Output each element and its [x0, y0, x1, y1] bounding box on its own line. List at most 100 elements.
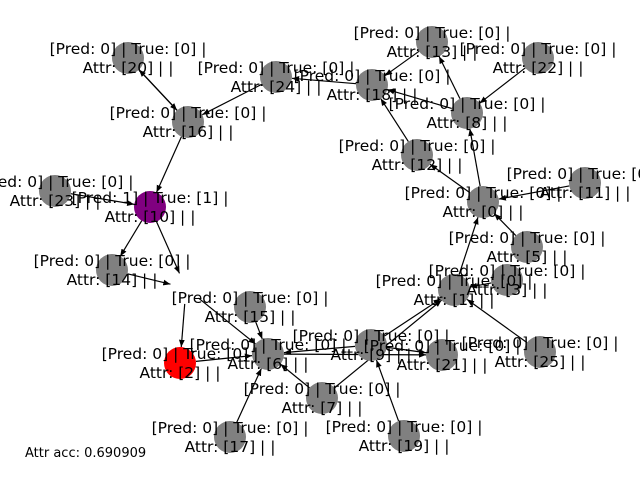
node-label-5: [Pred: 0] | True: [0] | Attr: [5] | |	[449, 229, 606, 266]
node-label-1: [Pred: 0] | True: [0] | Attr: [1] | |	[376, 272, 533, 309]
edge-17-to-6	[236, 368, 262, 423]
node-label-line1: [Pred: 0] | True: [0] |	[293, 327, 450, 345]
node-label-line1: [Pred: 0] | True: [0] |	[339, 137, 496, 155]
node-label-line2: Attr: [10] | |	[105, 208, 196, 226]
edge-6-to-21	[283, 351, 427, 358]
node-label-16: [Pred: 0] | True: [0] | Attr: [16] | |	[110, 104, 267, 141]
attr-accuracy-footer: Attr acc: 0.690909	[25, 446, 146, 461]
node-2	[164, 347, 196, 379]
node-11	[569, 167, 601, 199]
node-label-line1: [Pred: 0] | True: [0] |	[190, 336, 347, 354]
node-label-line2: Attr: [12] | |	[372, 156, 463, 174]
node-label-line2: Attr: [14] | |	[67, 271, 158, 289]
edge-10-to-4	[155, 221, 181, 274]
node-12	[401, 139, 433, 171]
node-label-2: [Pred: 0] | True: [0] | Attr: [2] | |	[102, 345, 259, 382]
node-label-9: [Pred: 0] | True: [0] | Attr: [9] | |	[293, 327, 450, 364]
node-label-line2: Attr: [7] | |	[282, 399, 363, 417]
edge-11-to-0	[498, 185, 570, 201]
node-24	[260, 61, 292, 93]
node-label-line2: Attr: [17] | |	[185, 438, 276, 456]
edge-3-to-1	[469, 282, 492, 289]
edge-22-to-8	[479, 67, 526, 104]
node-label-17: [Pred: 0] | True: [0] | Attr: [17] | |	[152, 419, 309, 456]
edge-4-to-2	[178, 303, 186, 348]
node-label-line2: Attr: [0] | |	[443, 203, 524, 221]
edge-18-to-24	[291, 76, 357, 85]
node-label-line1: [Pred: 0] | True: [0] |	[449, 229, 606, 247]
edge-14-to-4	[127, 273, 171, 286]
node-label-20: [Pred: 0] | True: [0] | Attr: [20] | |	[50, 40, 207, 77]
node-label-10: [Pred: 1] | True: [1] | Attr: [10] | |	[72, 189, 229, 226]
edges-layer	[70, 50, 570, 423]
node-label-6: [Pred: 0] | True: [0] | Attr: [6] | |	[190, 336, 347, 373]
edge-16-to-10	[155, 136, 183, 193]
edge-10-to-14	[119, 220, 143, 257]
node-label-line2: Attr: [20] | |	[83, 59, 174, 77]
edge-19-to-9	[375, 359, 400, 422]
node-label-21: [Pred: 0] | True: [0] | Attr: [21] | |	[364, 337, 521, 374]
node-label-line2: Attr: [18] | |	[327, 86, 418, 104]
node-3	[491, 264, 523, 296]
node-label-25: [Pred: 0] | True: [0] | Attr: [25] | |	[462, 334, 619, 371]
node-label-line2: Attr: [5] | |	[487, 248, 568, 266]
edge-16-to-20	[138, 69, 178, 111]
edge-8-to-18	[387, 88, 452, 110]
edge-9-to-21	[386, 346, 427, 355]
node-18	[356, 69, 388, 101]
node-label-line1: [Pred: 0] | True: [0] |	[389, 95, 546, 113]
node-label-line2: Attr: [22] | |	[493, 59, 584, 77]
node-7	[306, 382, 338, 414]
node-label-line2: Attr: [15] | |	[205, 308, 296, 326]
node-label-line1: [Pred: 0] | True: [0] |	[354, 24, 511, 42]
labels-layer: [Pred: 0] | True: [0] | Attr: [0] | |[Pre…	[0, 24, 640, 456]
node-label-line2: Attr: [13] | |	[387, 43, 478, 61]
node-label-19: [Pred: 0] | True: [0] | Attr: [19] | |	[326, 418, 483, 455]
node-label-7: [Pred: 0] | True: [0] | Attr: [7] | |	[244, 380, 401, 417]
node-label-line2: Attr: [24] | |	[231, 78, 322, 96]
node-9	[355, 329, 387, 361]
node-label-line2: Attr: [9] | |	[331, 346, 412, 364]
node-label-23: [Pred: 0] | True: [0] |Attr: [23] | |	[0, 173, 133, 210]
node-8	[451, 97, 483, 129]
node-label-line1: [Pred: 0] | True: [0] |	[376, 272, 533, 290]
node-label-3: [Pred: 0] | True: [0] | Attr: [3] | |	[429, 262, 586, 299]
edge-9-to-1	[384, 298, 441, 337]
node-label-line1: [Pred: 0] | True: [0] |	[462, 334, 619, 352]
edge-23-to-10	[70, 193, 135, 206]
node-16	[172, 106, 204, 138]
node-label-line1: [Pred: 0] | True: [0] |	[507, 165, 640, 183]
node-label-line1: [Pred: 0] | True: [0] |	[110, 104, 267, 122]
edge-7-to-1	[334, 299, 442, 389]
edge-1-to-0	[458, 217, 479, 275]
node-23	[39, 175, 71, 207]
node-label-13: [Pred: 0] | True: [0] | Attr: [13] | |	[354, 24, 511, 61]
node-22	[522, 42, 554, 74]
node-0	[467, 186, 499, 218]
edge-13-to-18	[384, 50, 420, 77]
edge-24-to-16	[201, 83, 263, 116]
node-25	[524, 336, 556, 368]
node-label-line1: [Pred: 0] | True: [0] |	[50, 40, 207, 58]
node-label-8: [Pred: 0] | True: [0] | Attr: [8] | |	[389, 95, 546, 132]
edge-12-to-18	[380, 98, 409, 142]
node-label-11: [Pred: 0] | True: [0] |Attr: [11] | |	[507, 165, 640, 202]
node-20	[112, 42, 144, 74]
edge-2-to-6	[195, 353, 253, 362]
edge-9-to-6	[283, 345, 356, 355]
node-label-line1: [Pred: 0] | True: [0] |	[0, 173, 133, 191]
node-label-line1: [Pred: 1] | True: [1] |	[72, 189, 229, 207]
node-label-line1: [Pred: 0] | True: [0] |	[294, 67, 451, 85]
node-13	[416, 26, 448, 58]
edge-25-to-1	[466, 298, 528, 344]
node-label-line1: [Pred: 0] | True: [0] |	[429, 262, 586, 280]
nodes-layer	[39, 26, 601, 453]
node-label-line2: Attr: [1] | |	[414, 291, 495, 309]
node-label-18: [Pred: 0] | True: [0] | Attr: [18] | |	[294, 67, 451, 104]
node-label-line2: Attr: [6] | |	[228, 355, 309, 373]
node-label-line1: [Pred: 0] | True: [0] |	[102, 345, 259, 363]
node-label-line1: [Pred: 0] | True: [0] |	[364, 337, 521, 355]
node-label-12: [Pred: 0] | True: [0] | Attr: [12] | |	[339, 137, 496, 174]
node-label-24: [Pred: 0] | True: [0] | Attr: [24] | |	[198, 59, 355, 96]
node-1	[438, 274, 470, 306]
